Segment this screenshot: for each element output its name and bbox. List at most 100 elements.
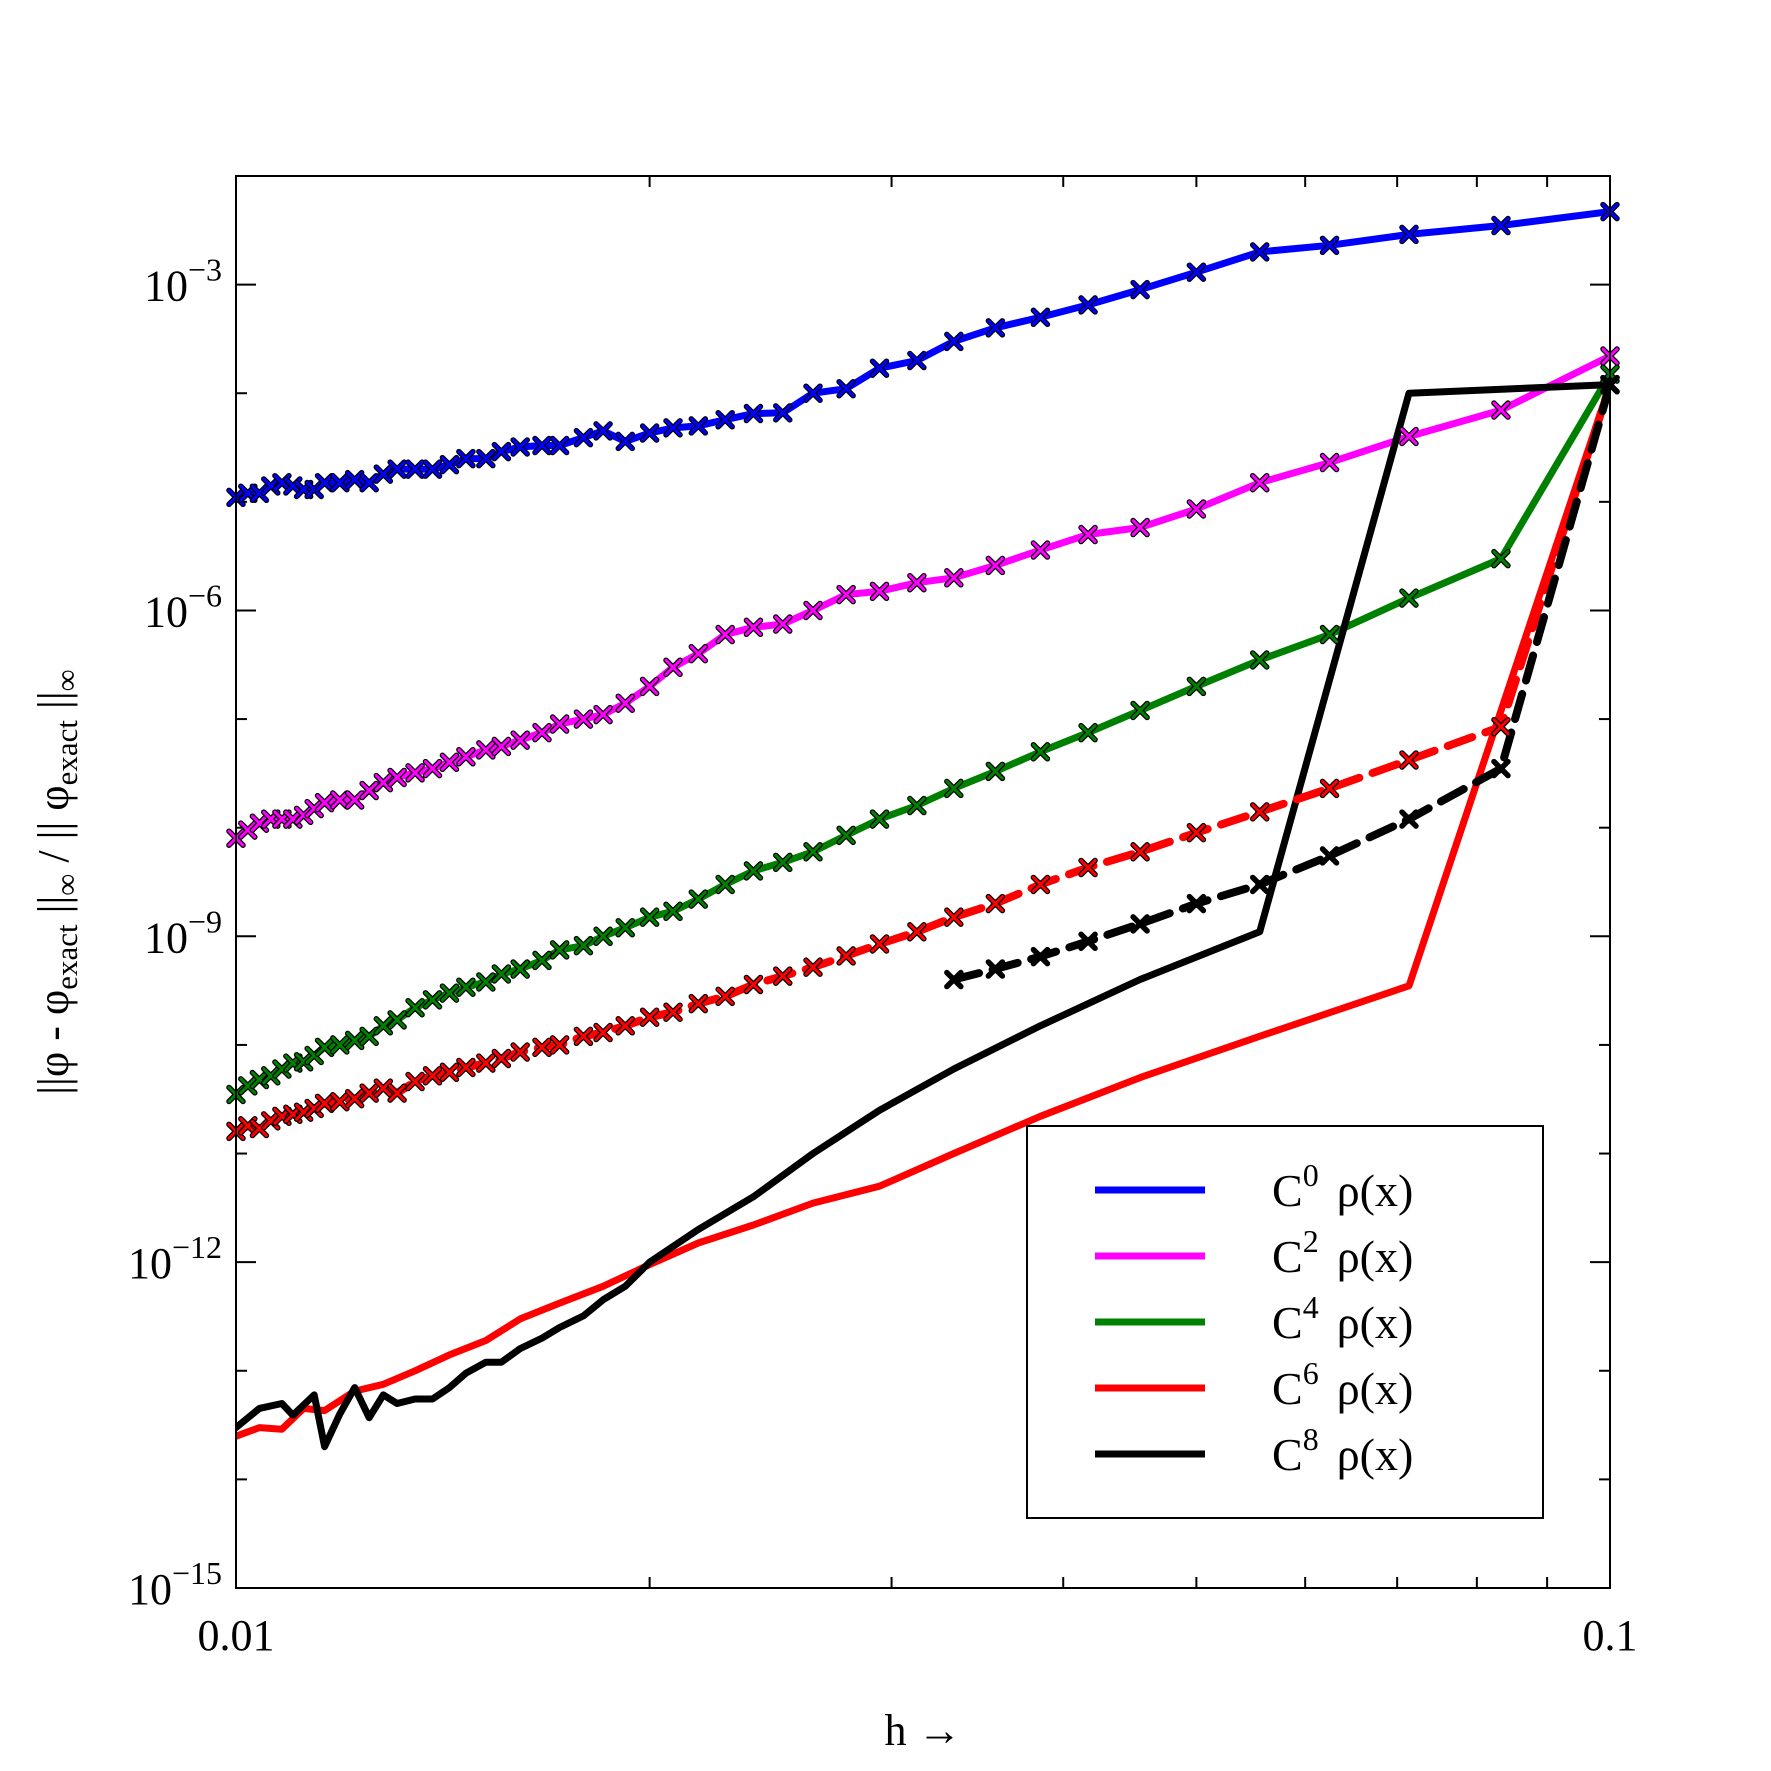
legend-label: C6 ρ(x)	[1272, 1355, 1413, 1414]
data-point	[314, 472, 335, 493]
data-point	[456, 746, 476, 767]
data-point	[405, 459, 425, 479]
point-marker	[1321, 847, 1339, 865]
x-axis-title: h →	[885, 1706, 962, 1755]
point-marker	[533, 951, 551, 969]
point-marker	[1131, 701, 1149, 719]
data-point	[715, 624, 735, 645]
point-marker	[492, 965, 510, 983]
point-marker	[346, 1031, 364, 1049]
data-point	[1319, 624, 1340, 645]
data-point	[743, 617, 764, 638]
x-tick-label: 0.1	[1583, 1611, 1638, 1660]
series-line	[236, 381, 1610, 1440]
data-point	[476, 448, 496, 469]
data-point	[304, 1098, 324, 1119]
data-point	[803, 842, 823, 862]
point-marker	[316, 474, 334, 492]
data-point	[907, 795, 927, 816]
point-marker	[331, 474, 349, 492]
data-point	[985, 555, 1006, 576]
point-marker	[664, 419, 682, 437]
data-point	[869, 809, 890, 829]
data-point	[491, 736, 512, 757]
data-point	[272, 1059, 292, 1079]
legend-label-base: C	[1272, 1231, 1303, 1282]
point-marker	[551, 715, 569, 733]
point-marker	[440, 456, 458, 474]
point-marker	[594, 927, 612, 945]
data-point	[663, 418, 683, 438]
data-point	[573, 427, 594, 448]
data-point	[1491, 716, 1511, 737]
point-marker	[477, 741, 495, 759]
data-point	[1249, 650, 1270, 670]
point-marker	[1187, 895, 1205, 913]
data-point	[803, 600, 823, 621]
data-point	[330, 1091, 350, 1112]
legend-label-rest: ρ(x)	[1337, 1165, 1414, 1216]
data-point	[1030, 307, 1051, 328]
data-point	[688, 416, 709, 436]
point-marker	[1492, 760, 1510, 778]
point-marker	[492, 1049, 510, 1067]
y-axis-title-sub: ∞	[49, 669, 84, 691]
data-point	[491, 1048, 512, 1069]
point-marker	[1321, 236, 1339, 254]
point-marker	[316, 794, 334, 812]
point-marker	[986, 895, 1004, 913]
data-point	[422, 758, 443, 779]
point-marker	[305, 800, 323, 818]
data-point	[773, 403, 793, 423]
data-point	[1078, 524, 1098, 545]
data-point	[803, 383, 823, 403]
y-tick-base: 10	[144, 587, 188, 636]
data-point	[836, 825, 856, 846]
point-marker	[616, 432, 634, 450]
point-marker	[908, 574, 926, 592]
point-marker	[477, 1054, 495, 1072]
x-tick-label: 0.01	[198, 1611, 275, 1660]
point-marker	[262, 1067, 280, 1085]
data-point	[1249, 472, 1270, 493]
point-marker	[424, 1067, 442, 1085]
point-marker	[1187, 677, 1205, 695]
point-marker	[1251, 474, 1269, 492]
point-marker	[744, 618, 762, 636]
data-point	[405, 1071, 425, 1092]
point-marker	[744, 405, 762, 423]
data-point	[1319, 235, 1340, 256]
legend-label-rest: ρ(x)	[1337, 1297, 1414, 1348]
data-point	[1399, 750, 1419, 770]
y-tick-exponent: −9	[188, 903, 222, 939]
data-point	[1078, 931, 1098, 952]
point-marker	[616, 919, 634, 937]
data-point	[1186, 676, 1207, 697]
minor-ticks	[236, 175, 1610, 1588]
data-point	[387, 459, 407, 479]
data-point	[314, 792, 335, 813]
legend-label-rest: ρ(x)	[1337, 1231, 1414, 1282]
point-marker	[239, 1077, 257, 1095]
point-marker	[1251, 803, 1269, 821]
y-tick-exponent: −6	[188, 577, 222, 613]
data-point	[1130, 914, 1150, 934]
y-axis-title-sub: exact	[49, 924, 84, 990]
data-point	[1130, 279, 1150, 300]
data-point	[593, 421, 613, 441]
point-marker	[346, 1090, 364, 1108]
data-point	[1491, 400, 1511, 420]
point-marker	[689, 890, 707, 908]
point-marker	[424, 991, 442, 1009]
data-point	[836, 378, 856, 399]
point-marker	[716, 875, 734, 893]
point-marker	[716, 411, 734, 429]
data-point	[1491, 758, 1511, 779]
data-point	[593, 926, 613, 947]
legend-label-sup: 8	[1303, 1421, 1319, 1457]
data-point	[1030, 946, 1051, 967]
point-marker	[986, 556, 1004, 574]
point-marker	[594, 706, 612, 724]
point-marker	[945, 779, 963, 797]
